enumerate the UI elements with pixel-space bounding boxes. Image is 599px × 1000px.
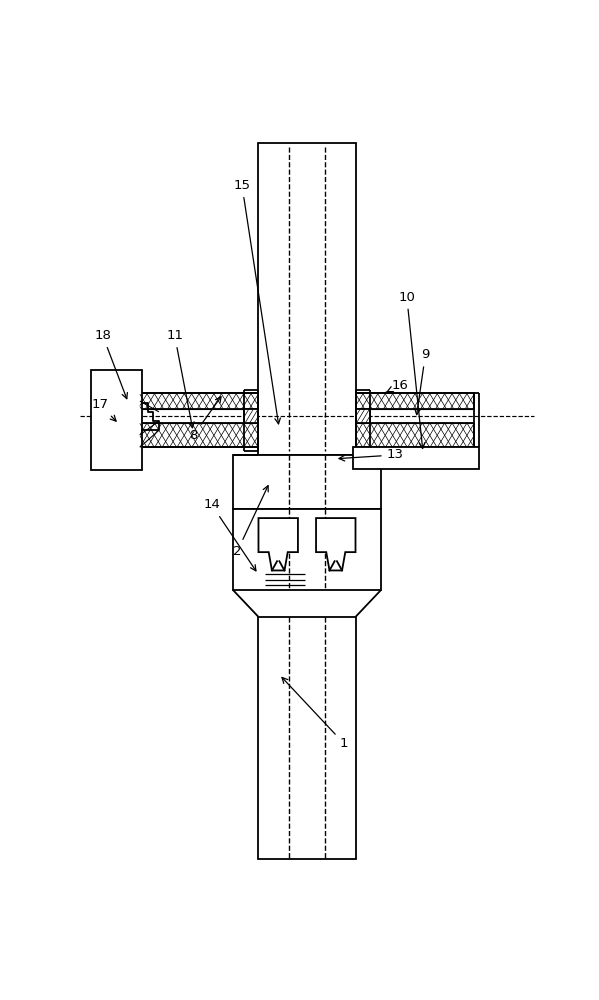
Bar <box>140 393 258 409</box>
Bar <box>258 617 356 859</box>
Bar <box>356 409 370 423</box>
Text: 2: 2 <box>233 486 268 558</box>
Text: 15: 15 <box>234 179 280 424</box>
Bar <box>356 423 474 447</box>
Bar <box>232 455 382 509</box>
Polygon shape <box>316 518 355 570</box>
Bar <box>258 143 356 455</box>
Text: 13: 13 <box>339 448 404 461</box>
Text: 17: 17 <box>92 398 116 421</box>
Bar <box>356 393 474 409</box>
Text: 18: 18 <box>94 329 128 399</box>
Text: 8: 8 <box>189 397 221 442</box>
Polygon shape <box>259 518 298 570</box>
Bar <box>232 509 382 590</box>
Bar <box>140 423 258 447</box>
Text: 1: 1 <box>282 677 349 750</box>
Text: 9: 9 <box>415 348 429 415</box>
Text: 10: 10 <box>398 291 425 448</box>
Bar <box>91 370 142 470</box>
Bar <box>353 447 479 469</box>
Bar <box>244 409 258 423</box>
Text: 11: 11 <box>166 329 194 428</box>
Text: 16: 16 <box>386 379 409 392</box>
Text: 14: 14 <box>204 498 256 571</box>
